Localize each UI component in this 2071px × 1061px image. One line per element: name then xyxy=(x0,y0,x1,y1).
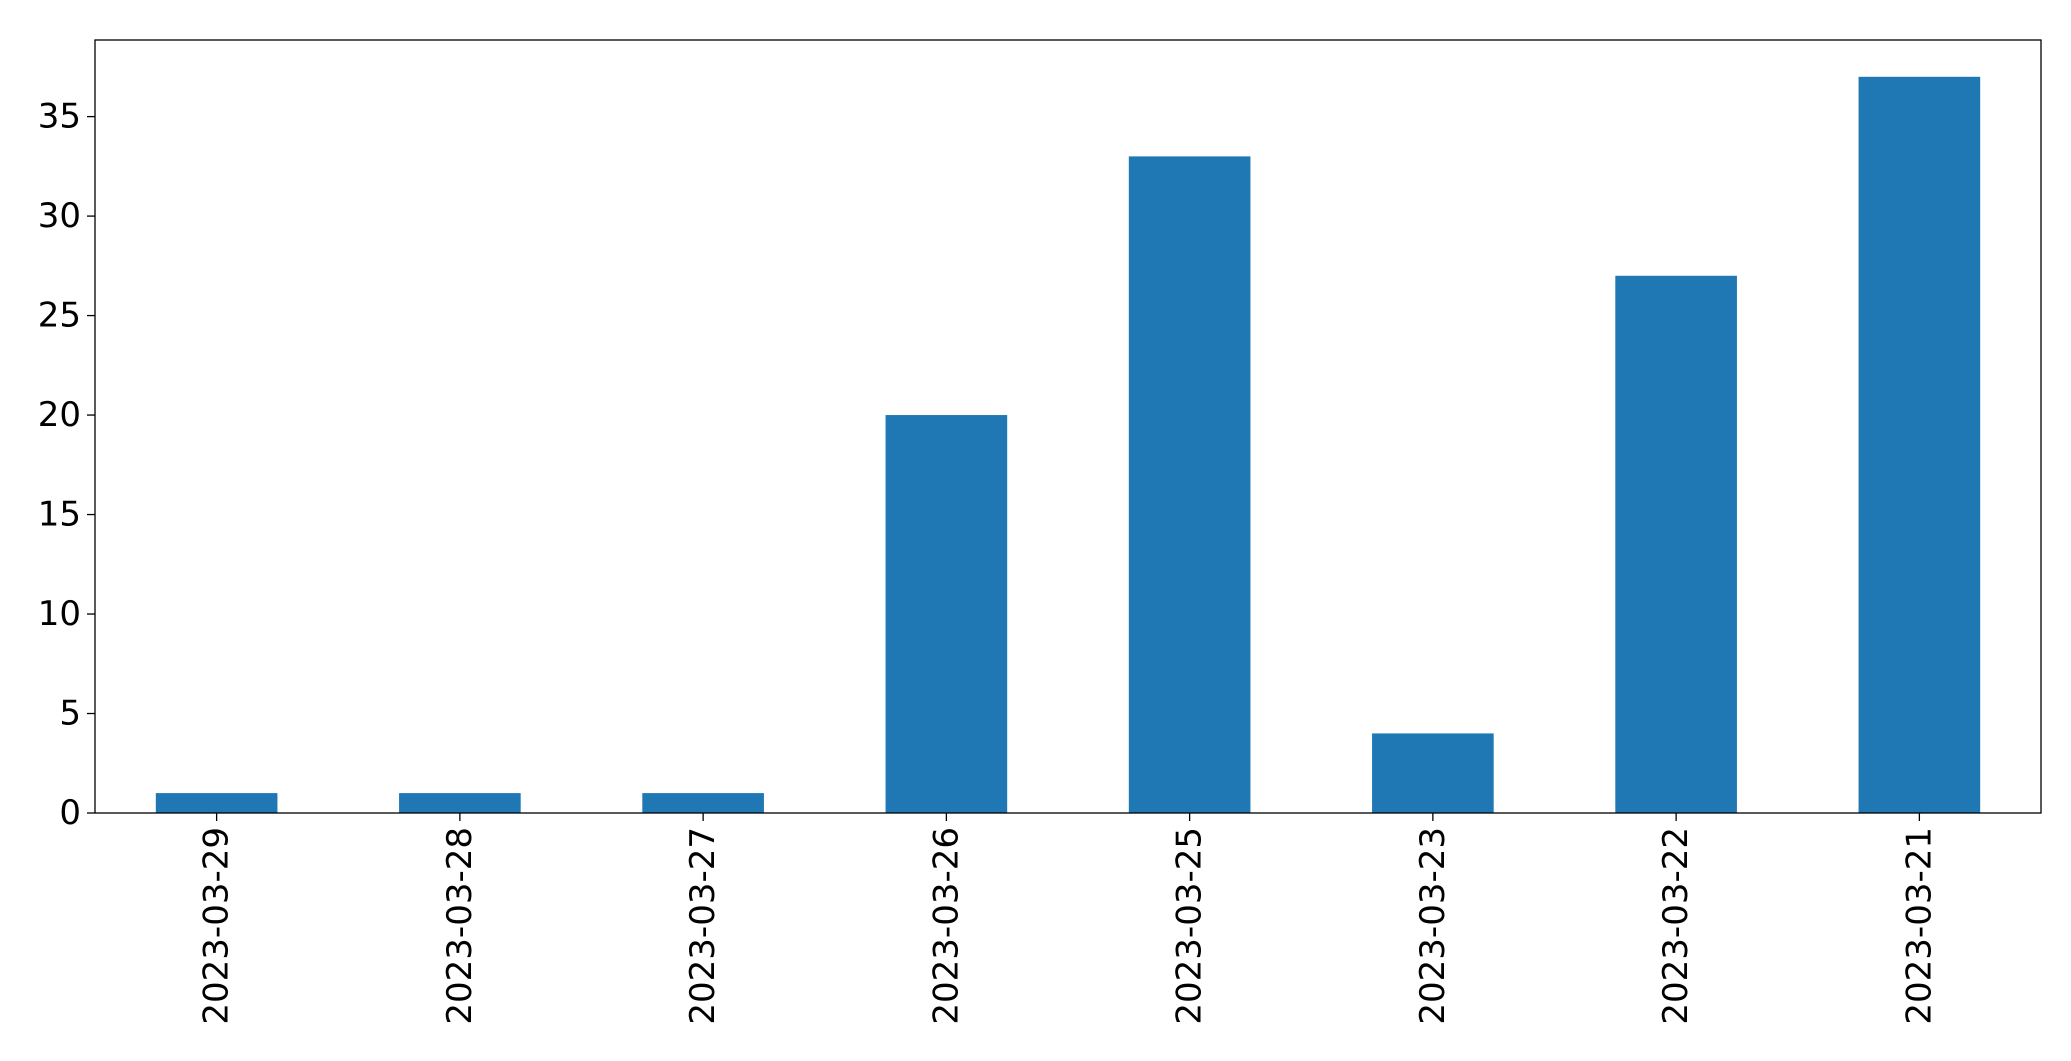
bar-2023-03-25 xyxy=(1128,156,1251,813)
y-axis: 0 5 10 15 20 25 30 35 xyxy=(38,97,95,833)
bar-2023-03-21 xyxy=(1858,76,1981,814)
bar-2023-03-28 xyxy=(399,793,521,813)
y-tick-label: 0 xyxy=(59,793,81,833)
y-tick-label: 30 xyxy=(38,196,81,236)
y-tick-label: 10 xyxy=(38,594,81,634)
plot-frame xyxy=(94,39,2042,814)
x-tick-label: 2023-03-21 xyxy=(1899,827,1939,1025)
y-tick-label: 5 xyxy=(59,694,81,734)
bar-2023-03-26 xyxy=(885,415,1008,813)
x-tick-label: 2023-03-25 xyxy=(1170,827,1210,1025)
x-tick-label: 2023-03-23 xyxy=(1413,827,1453,1025)
bar-2023-03-27 xyxy=(642,793,764,813)
y-tick-label: 20 xyxy=(38,395,81,435)
bar-2023-03-23 xyxy=(1372,733,1494,813)
y-tick-label: 25 xyxy=(38,296,81,336)
bars-group xyxy=(155,76,1981,814)
y-tick-label: 15 xyxy=(38,495,81,535)
x-tick-label: 2023-03-28 xyxy=(440,827,480,1025)
bar-2023-03-29 xyxy=(155,793,278,813)
x-tick-label: 2023-03-27 xyxy=(683,827,723,1025)
x-axis: 2023-03-29 2023-03-28 2023-03-27 2023-03-26… xyxy=(197,813,1939,1025)
y-tick-label: 35 xyxy=(38,97,81,137)
x-tick-label: 2023-03-26 xyxy=(926,827,966,1025)
x-tick-label: 2023-03-22 xyxy=(1656,827,1696,1025)
bar-2023-03-22 xyxy=(1615,275,1737,814)
x-tick-label: 2023-03-29 xyxy=(197,827,237,1025)
